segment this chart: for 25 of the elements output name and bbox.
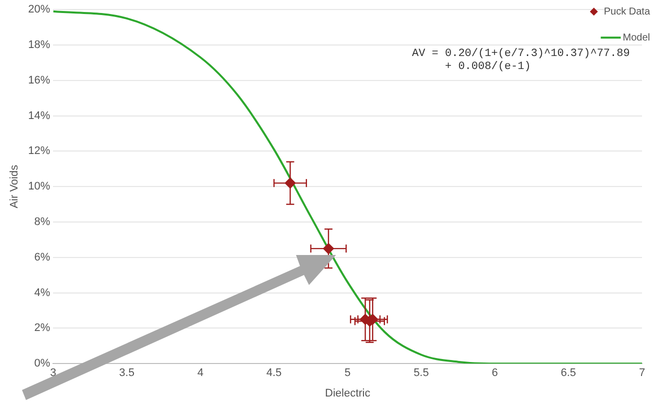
y-tick-label: 18%	[28, 39, 50, 52]
x-tick-label: 3	[50, 367, 56, 380]
x-tick-label: 7	[638, 367, 646, 380]
annotation: AV = 0.20/(1+(e/7.3)^10.37)^77.89 + 0.008/(e-1)	[412, 48, 630, 74]
y-tick-label: 0%	[34, 358, 50, 370]
y-tick-label: 4%	[34, 286, 50, 299]
y-axis-title: Air Voids	[8, 164, 21, 208]
x-axis-title: Dielectric	[324, 387, 371, 400]
x-tick-label: 4.5	[266, 367, 282, 380]
x-tick-label: 6.5	[560, 367, 576, 380]
y-tick-label: 2%	[34, 322, 50, 334]
y-tick-label: 16%	[28, 74, 50, 86]
y-tick-label: 14%	[28, 110, 50, 122]
y-tick-label: 12%	[28, 145, 50, 158]
y-tick-label: 6%	[34, 251, 50, 264]
y-tick-label: 8%	[34, 216, 50, 228]
y-tick-label: 20%	[28, 4, 50, 16]
x-tick-label: 5	[344, 367, 351, 380]
y-tick-label: 10%	[28, 180, 50, 193]
legend-label: Puck Data	[604, 6, 650, 18]
x-tick-label: 4	[197, 367, 204, 380]
x-tick-label: 3.5	[119, 367, 134, 380]
x-tick-label: 5.5	[414, 367, 429, 380]
x-tick-label: 6	[492, 367, 498, 380]
legend-label: Model	[622, 32, 650, 44]
